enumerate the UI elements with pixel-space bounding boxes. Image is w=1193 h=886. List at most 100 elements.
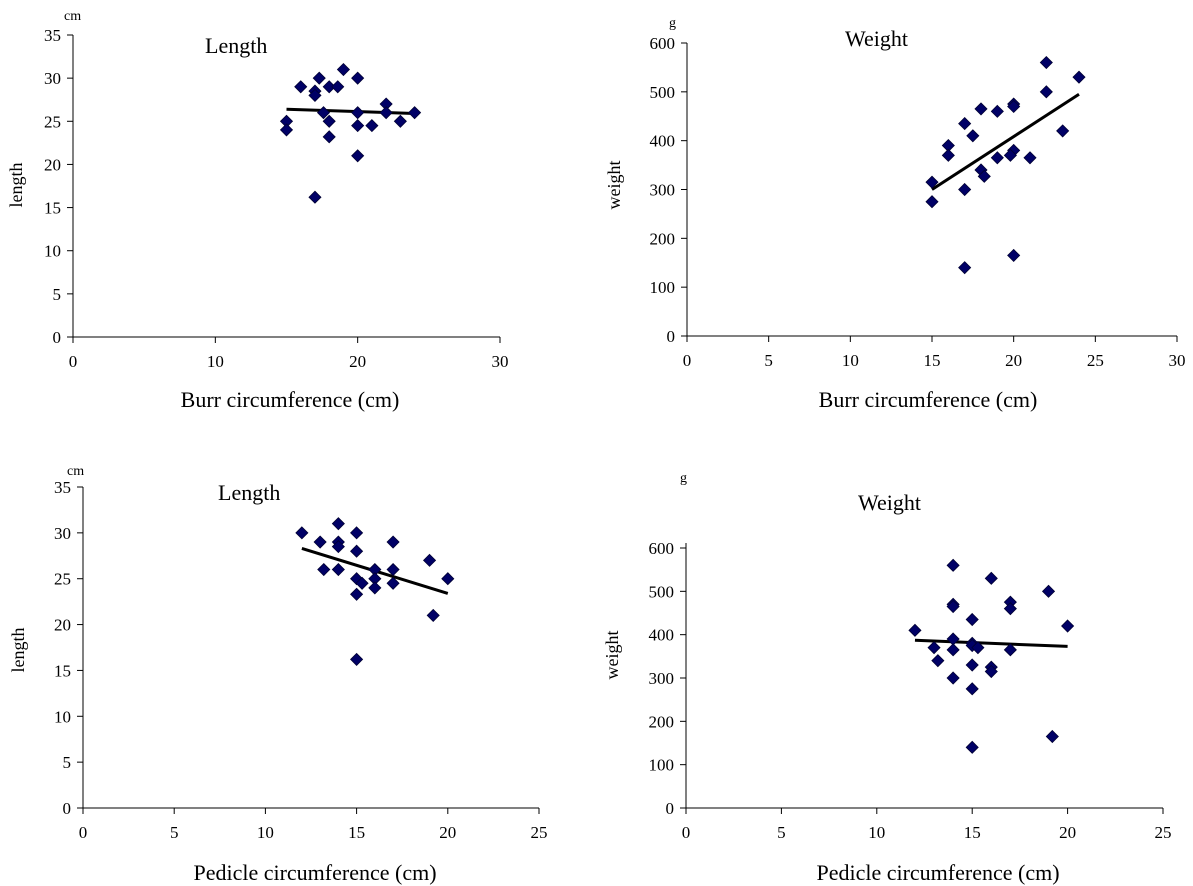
x-tick-label: 0 [69,352,78,371]
data-point [386,576,400,590]
data-point [355,576,369,590]
data-point [351,71,365,85]
data-point [422,553,437,567]
data-point [946,558,960,572]
y-tick-label: 30 [44,69,61,88]
data-point [279,123,294,137]
y-tick-label: 600 [649,539,675,558]
data-point [1003,148,1017,162]
data-point [958,261,972,275]
x-tick-label: 5 [777,823,786,842]
x-axis-label: Burr circumference (cm) [819,387,1038,412]
data-point [426,608,440,622]
y-tick-label: 5 [63,753,72,772]
data-point [1007,99,1021,114]
y-tick-label: 200 [649,712,675,731]
trend-line [286,107,415,116]
x-tick-label: 30 [1169,351,1186,370]
data-point [316,106,331,120]
y-tick-label: 35 [54,478,71,497]
data-point [927,641,941,655]
data-point [379,106,393,120]
chart-4: 0 5 10 15 20 25 0 100 200 300 400 500 600 Weight Pedic… [602,471,1172,885]
data-point [977,169,991,183]
y-tick-label: 100 [649,756,675,775]
data-point [966,129,980,143]
data-point [350,587,364,601]
data-point [925,195,939,209]
data-point [1041,584,1056,598]
data-point [351,119,365,133]
y-tick-label: 0 [53,328,62,347]
x-tick-label: 25 [1087,351,1104,370]
data-point [331,540,345,554]
x-tick-label: 10 [207,352,224,371]
data-point [350,544,364,558]
y-tick-label: 0 [63,799,72,818]
data-point [965,740,979,754]
y-tick-label: 15 [44,199,61,218]
data-point [331,562,345,577]
data-point [294,80,308,94]
y-axis-label: weight [604,161,624,210]
data-point [393,114,407,128]
x-axis-label: Pedicle circumference (cm) [193,860,436,885]
data-point [331,80,345,94]
data-point [1039,55,1053,70]
data-point [946,599,960,614]
data-point [312,71,326,85]
x-tick-label: 0 [683,351,692,370]
data-point [965,612,979,627]
data-point [974,102,988,116]
y-tick-label: 15 [54,661,71,680]
y-unit-label: cm [64,9,81,24]
x-tick-label: 20 [439,823,456,842]
y-tick-label: 500 [650,83,676,102]
x-axis-label: Pedicle circumference (cm) [816,860,1059,885]
y-tick-label: 5 [53,285,62,304]
x-tick-label: 0 [682,823,691,842]
x-tick-label: 15 [964,823,981,842]
y-axis-label: length [8,628,28,673]
data-point [322,114,336,128]
data-point [1023,151,1037,165]
chart-title: Length [218,480,280,505]
chart-3: 0 5 10 15 20 25 0 5 10 15 20 25 30 35 Length Pedicle ci… [8,464,548,885]
y-tick-label: 600 [650,34,676,53]
x-tick-label: 20 [1005,351,1022,370]
y-tick-label: 35 [44,26,61,45]
x-tick-label: 5 [764,351,773,370]
y-tick-label: 10 [44,242,61,261]
y-tick-label: 400 [649,626,675,645]
data-point [1007,248,1021,262]
y-tick-label: 25 [54,570,71,589]
data-point [365,119,379,133]
data-point [313,535,327,549]
data-point [308,190,322,204]
data-point [317,562,331,577]
data-point [958,182,972,197]
data-point [1061,619,1075,633]
y-tick-label: 300 [650,181,676,200]
data-point [1056,124,1070,138]
y-tick-label: 400 [650,132,676,151]
x-tick-label: 20 [349,352,366,371]
data-point [984,664,998,679]
data-point [386,562,400,577]
data-point [958,117,972,131]
x-tick-label: 30 [492,352,509,371]
data-point [984,571,998,585]
data-point [351,106,365,120]
y-unit-label: cm [67,464,84,479]
y-tick-label: 0 [666,799,675,818]
data-point [408,106,422,120]
data-point [386,535,400,549]
x-tick-label: 15 [348,823,365,842]
data-point [441,572,455,586]
chart-title: Length [205,33,267,58]
x-tick-label: 0 [79,823,88,842]
y-tick-label: 0 [667,327,676,346]
data-point [308,88,322,102]
